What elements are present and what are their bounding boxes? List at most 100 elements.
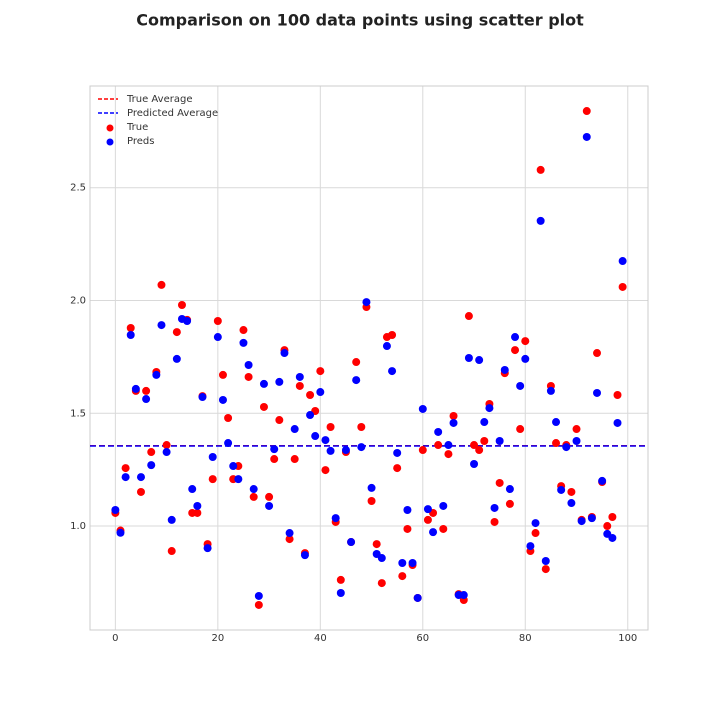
scatter-point	[167, 515, 176, 524]
legend-label: True	[126, 122, 148, 133]
scatter-point	[393, 448, 402, 457]
scatter-point	[413, 593, 422, 602]
scatter-point	[464, 312, 473, 321]
scatter-point	[218, 395, 227, 404]
scatter-point	[388, 367, 397, 376]
scatter-point	[239, 338, 248, 347]
scatter-point	[239, 326, 248, 335]
scatter-point	[142, 386, 151, 395]
chart-title: Comparison on 100 data points using scat…	[136, 11, 584, 30]
scatter-point	[382, 342, 391, 351]
scatter-point	[541, 556, 550, 565]
scatter-point	[572, 436, 581, 445]
scatter-point	[490, 503, 499, 512]
scatter-point	[306, 390, 315, 399]
scatter-point	[372, 540, 381, 549]
scatter-point	[531, 529, 540, 538]
scatter-point	[475, 356, 484, 365]
scatter-point	[423, 515, 432, 524]
scatter-point	[464, 354, 473, 362]
scatter-point	[439, 524, 448, 533]
scatter-point	[254, 591, 263, 600]
scatter-point	[218, 370, 227, 379]
scatter-point	[131, 384, 140, 393]
x-tick-label: 0	[112, 633, 118, 644]
scatter-point	[147, 448, 156, 457]
scatter-point	[285, 535, 294, 544]
x-tick-label: 40	[314, 633, 327, 644]
scatter-point	[249, 492, 258, 501]
scatter-point	[367, 496, 376, 505]
scatter-point	[444, 441, 453, 450]
scatter-point	[423, 505, 432, 514]
plot-frame	[89, 85, 649, 631]
scatter-point	[485, 404, 494, 413]
scatter-point	[213, 317, 222, 326]
scatter-point	[618, 257, 627, 266]
scatter-point	[121, 473, 130, 482]
scatter-point	[290, 455, 299, 464]
scatter-point	[203, 544, 212, 553]
scatter-point	[495, 478, 504, 487]
y-tick-label: 2.5	[70, 183, 86, 194]
scatter-point	[341, 446, 350, 455]
scatter-point	[311, 432, 320, 441]
scatter-point	[326, 423, 335, 432]
scatter-point	[300, 551, 309, 560]
scatter-point	[126, 330, 135, 339]
scatter-point	[208, 453, 217, 462]
scatter-point	[188, 485, 197, 494]
legend-label: Predicted Average	[127, 108, 218, 119]
scatter-point	[147, 461, 156, 470]
scatter-point	[613, 390, 622, 399]
scatter-point	[162, 448, 171, 457]
scatter-point	[613, 418, 622, 427]
x-tick-label: 100	[618, 633, 637, 644]
scatter-point	[321, 436, 330, 445]
scatter-point	[295, 381, 304, 390]
scatter-point	[552, 418, 561, 427]
legend-marker	[106, 124, 114, 132]
scatter-point	[490, 517, 499, 526]
scatter-point	[142, 395, 151, 404]
scatter-point	[562, 443, 571, 452]
scatter-point	[193, 508, 202, 517]
scatter-point	[172, 354, 181, 363]
scatter-point	[434, 441, 443, 450]
scatter-point	[306, 411, 315, 420]
scatter-point	[557, 485, 566, 494]
scatter-point	[403, 524, 412, 533]
scatter-point	[326, 446, 335, 455]
scatter-point	[157, 321, 166, 330]
scatter-point	[193, 501, 202, 510]
scatter-point	[516, 425, 525, 434]
scatter-point	[126, 324, 135, 333]
scatter-point	[172, 328, 181, 337]
scatter-point	[608, 513, 617, 522]
scatter-point	[213, 333, 222, 342]
scatter-point	[121, 464, 130, 473]
scatter-point	[352, 358, 361, 367]
scatter-point	[316, 367, 325, 376]
scatter-point	[198, 393, 207, 402]
scatter-point	[295, 372, 304, 381]
scatter-point	[552, 439, 561, 448]
scatter-point	[270, 445, 279, 454]
scatter-point	[618, 282, 627, 291]
scatter-point	[362, 298, 371, 307]
scatter-point	[603, 522, 612, 531]
scatter-point	[505, 485, 514, 494]
scatter-point	[285, 529, 294, 538]
scatter-point	[244, 372, 253, 381]
scatter-point	[593, 388, 602, 397]
scatter-point	[505, 499, 514, 508]
scatter-point	[367, 483, 376, 492]
scatter-point	[167, 547, 176, 556]
scatter-point	[275, 416, 284, 425]
legend-label: Preds	[127, 136, 154, 147]
scatter-point	[470, 441, 479, 450]
scatter-point	[377, 554, 386, 563]
legend-marker	[106, 138, 114, 146]
scatter-point	[598, 476, 607, 485]
